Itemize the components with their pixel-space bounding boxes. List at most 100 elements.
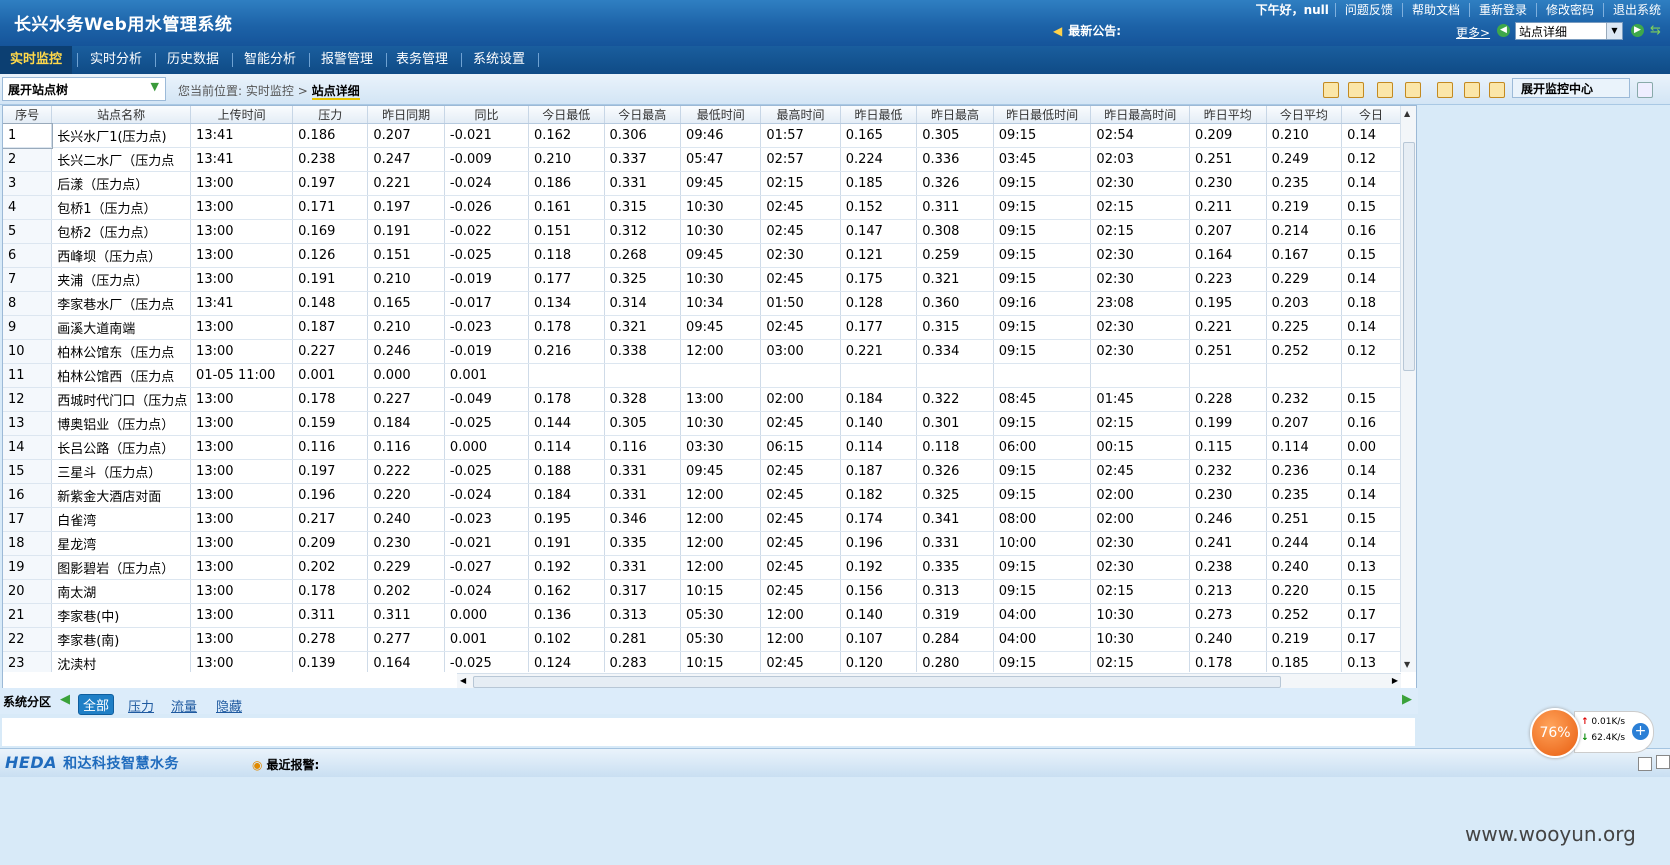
table-cell: 0.147	[840, 219, 918, 244]
column-header[interactable]: 同比	[444, 106, 529, 124]
feedback-link[interactable]: 问题反馈	[1334, 3, 1402, 17]
network-speed-widget[interactable]: ↑ 0.01K/s ↓ 62.4K/s +	[1574, 711, 1654, 753]
expand-monitor-button[interactable]: 展开监控中心	[1512, 78, 1630, 98]
zone-tab-flow[interactable]: 流量	[171, 700, 198, 715]
zone-tab-all[interactable]: 全部	[78, 694, 115, 715]
breadcrumb-parent[interactable]: 实时监控	[245, 84, 294, 98]
zone-prev-icon[interactable]: ◀	[60, 692, 70, 707]
table-row[interactable]: 15 三星斗（压力点） 13:00 0.197 0.222 -0.025 0.188 0.33…	[3, 459, 1401, 484]
site-tree-toggle[interactable]: 展开站点树 ▼	[2, 77, 166, 101]
table-row[interactable]: 3 后漾（压力点） 13:00 0.197 0.221 -0.024 0.186 0.331 0…	[3, 171, 1401, 196]
table-row[interactable]: 18 星龙湾 13:00 0.209 0.230 -0.021 0.191 0.335 12:0…	[3, 531, 1401, 556]
nav-meter-management[interactable]: 表务管理	[395, 52, 448, 67]
print-tool-icon[interactable]	[1405, 82, 1421, 98]
help-link[interactable]: 帮助文档	[1401, 3, 1469, 17]
nav-realtime-analysis[interactable]: 实时分析	[89, 52, 142, 67]
search-tool-icon[interactable]	[1348, 82, 1364, 98]
scroll-left-icon[interactable]: ◀	[460, 676, 467, 685]
table-row[interactable]: 20 南太湖 13:00 0.178 0.202 -0.024 0.162 0.317 10:1…	[3, 579, 1401, 604]
settings-tool-icon[interactable]	[1489, 82, 1505, 98]
column-header[interactable]: 昨日最低时间	[993, 106, 1092, 124]
column-header[interactable]: 昨日平均	[1189, 106, 1267, 124]
table-cell: 0.214	[1266, 219, 1343, 244]
horizontal-scroll-thumb[interactable]	[473, 676, 1281, 688]
column-header[interactable]: 昨日最低	[840, 106, 918, 124]
column-header[interactable]: 今日最低	[528, 106, 605, 124]
table-row[interactable]: 8 李家巷水厂（压力点 13:41 0.148 0.165 -0.017 0.134 0.31…	[3, 291, 1401, 316]
table-row[interactable]: 6 西峰坝（压力点） 13:00 0.126 0.151 -0.025 0.118 0.268…	[3, 243, 1401, 268]
column-header[interactable]: 上传时间	[190, 106, 294, 124]
column-header[interactable]: 昨日最高	[916, 106, 994, 124]
plus-icon[interactable]: +	[1632, 723, 1649, 740]
table-row[interactable]: 7 夹浦（压力点） 13:00 0.191 0.210 -0.019 0.177 0.325 1…	[3, 267, 1401, 292]
column-header[interactable]: 今日	[1341, 106, 1401, 124]
scroll-up-icon[interactable]: ▲	[1404, 109, 1411, 118]
table-cell: 02:30	[760, 243, 841, 268]
export-tool-icon[interactable]	[1377, 82, 1393, 98]
footer-window-icon[interactable]	[1638, 757, 1652, 771]
memory-gauge[interactable]: 76%	[1530, 708, 1580, 758]
table-cell: 02:45	[760, 267, 841, 292]
upload-speed-value: 0.01K/s	[1591, 717, 1626, 727]
column-header[interactable]: 今日平均	[1266, 106, 1343, 124]
table-cell: 0.196	[840, 531, 918, 556]
horizontal-scrollbar[interactable]: ◀ ▶	[457, 673, 1401, 689]
column-header[interactable]: 压力	[292, 106, 369, 124]
nav-history-data[interactable]: 历史数据	[166, 52, 219, 67]
table-row[interactable]: 19 图影碧岩（压力点） 13:00 0.202 0.229 -0.027 0.192 0.3…	[3, 555, 1401, 580]
vertical-scrollbar[interactable]: ▲ ▼	[1400, 106, 1416, 672]
table-cell: 0.202	[367, 579, 445, 604]
excel-tool-icon[interactable]	[1437, 82, 1453, 98]
footer-note-icon[interactable]	[1656, 755, 1670, 769]
nav-system-settings[interactable]: 系统设置	[472, 52, 525, 67]
table-row[interactable]: 13 博奥铝业（压力点） 13:00 0.159 0.184 -0.025 0.144 0.3…	[3, 411, 1401, 436]
table-row[interactable]: 4 包桥1（压力点） 13:00 0.171 0.197 -0.026 0.161 0.315…	[3, 195, 1401, 220]
site-select[interactable]: 站点详细 ▼	[1515, 22, 1623, 40]
table-row[interactable]: 12 西城时代门口（压力点 13:00 0.178 0.227 -0.049 0.178 0.…	[3, 387, 1401, 412]
column-header[interactable]: 昨日同期	[367, 106, 445, 124]
table-row[interactable]: 11 柏林公馆西（压力点 01-05 11:00 0.001 0.000 0.001	[3, 363, 1401, 388]
refresh-icon[interactable]: ⇆	[1650, 23, 1661, 38]
table-row[interactable]: 9 画溪大道南端 13:00 0.187 0.210 -0.023 0.178 0.321 09…	[3, 315, 1401, 340]
scroll-down-icon[interactable]: ▼	[1404, 660, 1411, 669]
window-icon[interactable]	[1637, 82, 1653, 98]
table-row[interactable]: 22 李家巷(南) 13:00 0.278 0.277 0.001 0.102 0.281 05…	[3, 627, 1401, 652]
table-row[interactable]: 14 长吕公路（压力点） 13:00 0.116 0.116 0.000 0.114 0.11…	[3, 435, 1401, 460]
back-circle-icon[interactable]: ◀	[1497, 24, 1510, 37]
column-header[interactable]: 最低时间	[680, 106, 762, 124]
table-row[interactable]: 5 包桥2（压力点） 13:00 0.169 0.191 -0.022 0.151 0.312…	[3, 219, 1401, 244]
nav-smart-analysis[interactable]: 智能分析	[243, 52, 296, 67]
table-cell: 0.126	[292, 243, 369, 268]
change-password-link[interactable]: 修改密码	[1535, 3, 1603, 17]
vertical-scroll-thumb[interactable]	[1403, 142, 1415, 371]
nav-alarm-management[interactable]: 报警管理	[320, 52, 373, 67]
table-cell: 0.229	[1266, 267, 1343, 292]
zone-tab-hidden[interactable]: 隐藏	[216, 700, 243, 715]
zone-next-icon[interactable]: ▶	[1402, 692, 1412, 707]
more-link[interactable]: 更多>	[1456, 26, 1491, 40]
column-header[interactable]: 站点名称	[51, 106, 192, 124]
table-row[interactable]: 23 沈渎村 13:00 0.139 0.164 -0.025 0.124 0.283 10:1…	[3, 651, 1401, 672]
column-header[interactable]: 最高时间	[760, 106, 841, 124]
go-circle-icon[interactable]: ▶	[1631, 24, 1644, 37]
table-cell: 02:45	[760, 579, 841, 604]
table-row[interactable]: 2 长兴二水厂（压力点 13:41 0.238 0.247 -0.009 0.210 0.33…	[3, 147, 1401, 172]
table-row[interactable]: 16 新紫金大酒店对面 13:00 0.196 0.220 -0.024 0.184 0.33…	[3, 483, 1401, 508]
scroll-right-icon[interactable]: ▶	[1391, 676, 1398, 685]
table-row[interactable]: 21 李家巷(中) 13:00 0.311 0.311 0.000 0.136 0.313 05…	[3, 603, 1401, 628]
chart-tool-icon[interactable]	[1323, 82, 1339, 98]
table-cell: 02:00	[1090, 507, 1191, 532]
nav-realtime-monitor[interactable]: 实时监控	[0, 46, 72, 74]
table-row[interactable]: 10 柏林公馆东（压力点 13:00 0.227 0.246 -0.019 0.216 0.3…	[3, 339, 1401, 364]
zone-tab-pressure[interactable]: 压力	[128, 700, 155, 715]
table-cell: 0.322	[916, 387, 994, 412]
column-header[interactable]: 今日最高	[604, 106, 682, 124]
table-row[interactable]: 1 长兴水厂1(压力点) 13:41 0.186 0.207 -0.021 0.162 0.3…	[3, 122, 1401, 149]
column-header[interactable]: 昨日最高时间	[1090, 106, 1191, 124]
tree-tool-icon[interactable]	[1464, 82, 1480, 98]
column-header[interactable]: 序号	[3, 106, 53, 124]
table-cell: 沈渎村	[51, 651, 192, 672]
logout-link[interactable]: 退出系统	[1602, 3, 1670, 17]
relogin-link[interactable]: 重新登录	[1468, 3, 1536, 17]
table-row[interactable]: 17 白雀湾 13:00 0.217 0.240 -0.023 0.195 0.346 12:0…	[3, 507, 1401, 532]
